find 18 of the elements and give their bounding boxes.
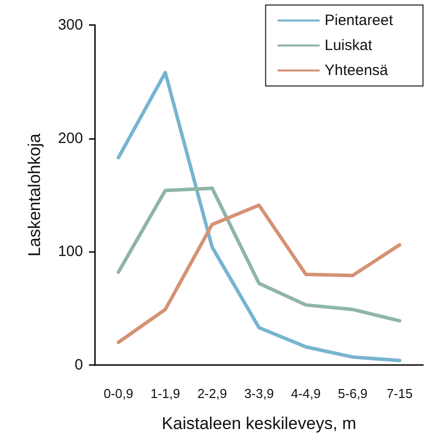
x-tick-label: 3-3,9: [244, 386, 274, 401]
x-tick-label: 4-4,9: [291, 386, 321, 401]
x-tick-label: 2-2,9: [197, 386, 227, 401]
y-tick-label: 100: [58, 243, 83, 260]
x-tick-label: 0-0,9: [104, 386, 134, 401]
legend-label: Luiskat: [324, 37, 373, 54]
y-tick-label: 200: [58, 130, 83, 147]
line-series: [116, 186, 402, 323]
line-series: [116, 203, 402, 344]
x-axis-title: Kaistaleen keskileveys, m: [162, 414, 356, 433]
y-tick-label: 0: [74, 356, 83, 374]
x-tick-label: 7-15: [386, 386, 413, 401]
y-tick-label: 300: [58, 16, 83, 34]
y-axis-title: Laskentalohkoja: [25, 133, 44, 256]
legend-label: Pientareet: [324, 12, 394, 29]
legend-label: Yhteensä: [324, 62, 389, 79]
x-tick-label: 1-1,9: [150, 386, 180, 401]
x-tick-label: 5-6,9: [338, 386, 368, 401]
